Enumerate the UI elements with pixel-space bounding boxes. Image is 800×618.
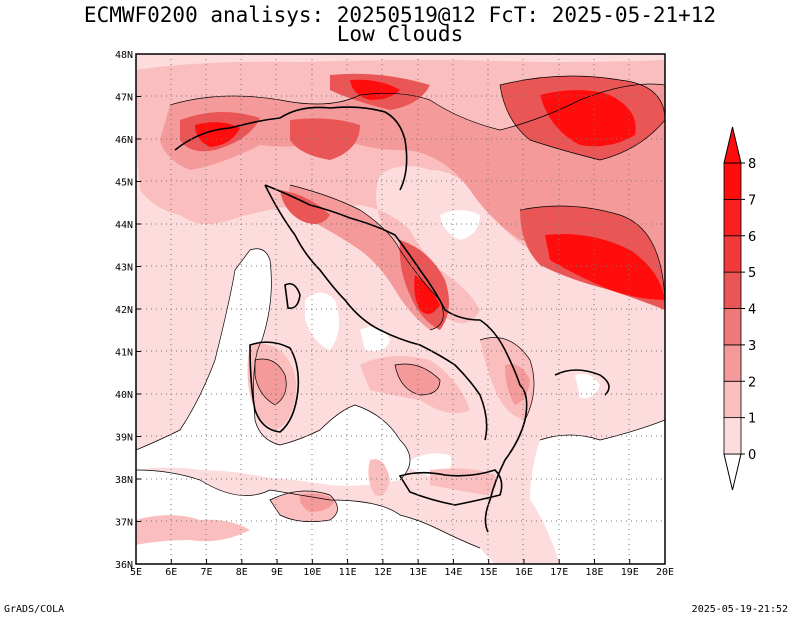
lon-label: 13E [409,567,427,578]
longitude-axis-labels: 5E 6E 7E 8E 9E 10E 11E 12E 13E 14E 15E 16E 17E 18E 19E… [130,559,674,578]
colorbar-swatch [723,380,742,419]
lon-label: 11E [339,567,357,578]
lon-label: 17E [550,567,568,578]
footer-timestamp: 2025-05-19-21:52 [691,604,788,615]
lat-label: 40N [115,390,133,401]
lon-label: 16E [515,567,533,578]
colorbar-swatch [723,417,742,455]
lon-label: 19E [621,567,639,578]
lat-label: 36N [115,560,133,571]
colorbar-label: 1 [748,412,756,427]
lat-label: 37N [115,518,133,529]
map-subtitle: Low Clouds [336,22,464,46]
colorbar-swatch [723,344,742,382]
coastlines [174,106,610,533]
colorbar-label: 3 [748,339,756,354]
colorbar-swatch [723,271,742,309]
contour-lines [136,75,665,549]
colorbar: 0 1 2 3 4 5 6 7 8 [723,126,756,491]
colorbar-label: 7 [748,193,756,208]
lon-label: 14E [444,567,462,578]
lat-label: 44N [115,220,133,231]
lon-label: 5E [130,567,142,578]
cloud-field [136,54,665,564]
lon-label: 12E [374,567,392,578]
colorbar-label: 2 [748,375,756,390]
lat-label: 48N [115,50,133,61]
lon-label: 20E [656,567,674,578]
lon-label: 8E [236,567,248,578]
lat-label: 45N [115,178,133,189]
map-title: ECMWF0200 analisys: 20250519@12 FcT: 202… [83,3,717,27]
lat-label: 42N [115,305,133,316]
lon-label: 9E [271,567,283,578]
colorbar-label: 5 [748,266,756,281]
lat-label: 43N [115,263,133,274]
lon-label: 18E [585,567,603,578]
colorbar-label: 8 [748,157,756,172]
lat-label: 41N [115,348,133,359]
grid-lines [136,54,665,564]
footer-credit: GrADS/COLA [4,604,65,615]
colorbar-min-arrow [723,453,742,491]
lat-label: 39N [115,433,133,444]
colorbar-swatch [723,198,742,237]
lon-label: 7E [201,567,213,578]
latitude-axis-labels: 36N 37N 38N 39N 40N 41N 42N 43N 44N 45N 46N 47N 48N [115,50,141,571]
lat-label: 47N [115,93,133,104]
lon-label: 10E [303,567,321,578]
lon-label: 6E [165,567,177,578]
colorbar-label: 4 [748,303,756,318]
lat-label: 38N [115,475,133,486]
lon-label: 15E [480,567,498,578]
colorbar-swatch [723,162,742,200]
colorbar-max-arrow [723,126,742,164]
lat-label: 46N [115,135,133,146]
colorbar-swatch [723,235,742,273]
colorbar-label: 0 [748,448,756,463]
colorbar-label: 6 [748,230,756,245]
colorbar-swatch [723,308,742,346]
cloud-level-8 [195,79,665,314]
